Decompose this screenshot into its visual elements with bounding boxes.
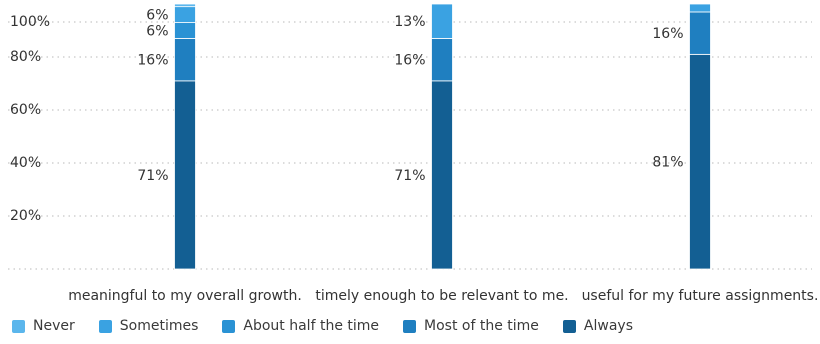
data-label-0-most-of-the-time: 16%	[137, 53, 168, 69]
data-label-0-about-half-the-time: 6%	[146, 24, 168, 40]
bar-0-about-half-the-time	[174, 22, 196, 39]
legend-swatch-most	[403, 319, 417, 333]
y-tick-label-40: 40%	[10, 155, 41, 171]
stacked-bar-chart: 20% 40% 60% 80% 100% 71% 16% 6%6% meaningful to …	[8, 3, 819, 304]
bar-2-most-of-the-time	[689, 11, 711, 55]
data-label-1-most-of-the-time: 16%	[394, 53, 425, 69]
legend-swatch-never	[12, 319, 25, 333]
bar-1-most-of-the-time	[431, 38, 453, 82]
bar-1-sometimes	[431, 3, 453, 39]
legend-label-always: Always	[583, 318, 633, 334]
legend-swatch-about-half	[222, 319, 236, 333]
data-label-0-always: 71%	[137, 168, 168, 184]
data-label-1-sometimes: 13%	[394, 14, 425, 30]
y-tick-label-20: 20%	[10, 208, 41, 224]
bar-1-always	[431, 80, 453, 270]
legend-label-about-half: About half the time	[243, 318, 380, 334]
x-category-label-2: useful for my future assignments.	[582, 288, 819, 304]
x-category-label-1: timely enough to be relevant to me.	[315, 288, 568, 304]
legend-item-about-half: About half the time	[222, 318, 379, 334]
y-tick-label-100: 100%	[10, 14, 50, 30]
bar-0-never	[174, 3, 196, 8]
legend-item-never: Never	[12, 318, 75, 334]
bar-0-always	[174, 80, 196, 270]
legend-label-most: Most of the time	[424, 318, 539, 334]
data-label-2-most-of-the-time: 16%	[652, 26, 683, 42]
legend-swatch-always	[562, 319, 576, 333]
legend-label-sometimes: Sometimes	[119, 318, 199, 334]
legend-item-most: Most of the time	[403, 318, 539, 334]
data-label-1-always: 71%	[394, 168, 425, 184]
y-tick-label-80: 80%	[10, 49, 41, 65]
data-label-0-sometimes: 6%	[146, 8, 168, 24]
bar-2-always	[689, 53, 711, 270]
bar-2-sometimes	[689, 3, 711, 13]
legend-item-sometimes: Sometimes	[98, 318, 199, 334]
legend-swatch-sometimes	[98, 319, 112, 333]
y-tick-label-60: 60%	[10, 102, 41, 118]
data-label-2-always: 81%	[652, 155, 683, 171]
x-category-label-0: meaningful to my overall growth.	[68, 288, 302, 304]
legend-label-never: Never	[33, 318, 75, 334]
bar-0-most-of-the-time	[174, 38, 196, 82]
legend-item-always: Always	[562, 318, 633, 334]
chart-legend: Never Sometimes About half the time Most…	[12, 318, 657, 334]
bar-0-sometimes	[174, 6, 196, 23]
